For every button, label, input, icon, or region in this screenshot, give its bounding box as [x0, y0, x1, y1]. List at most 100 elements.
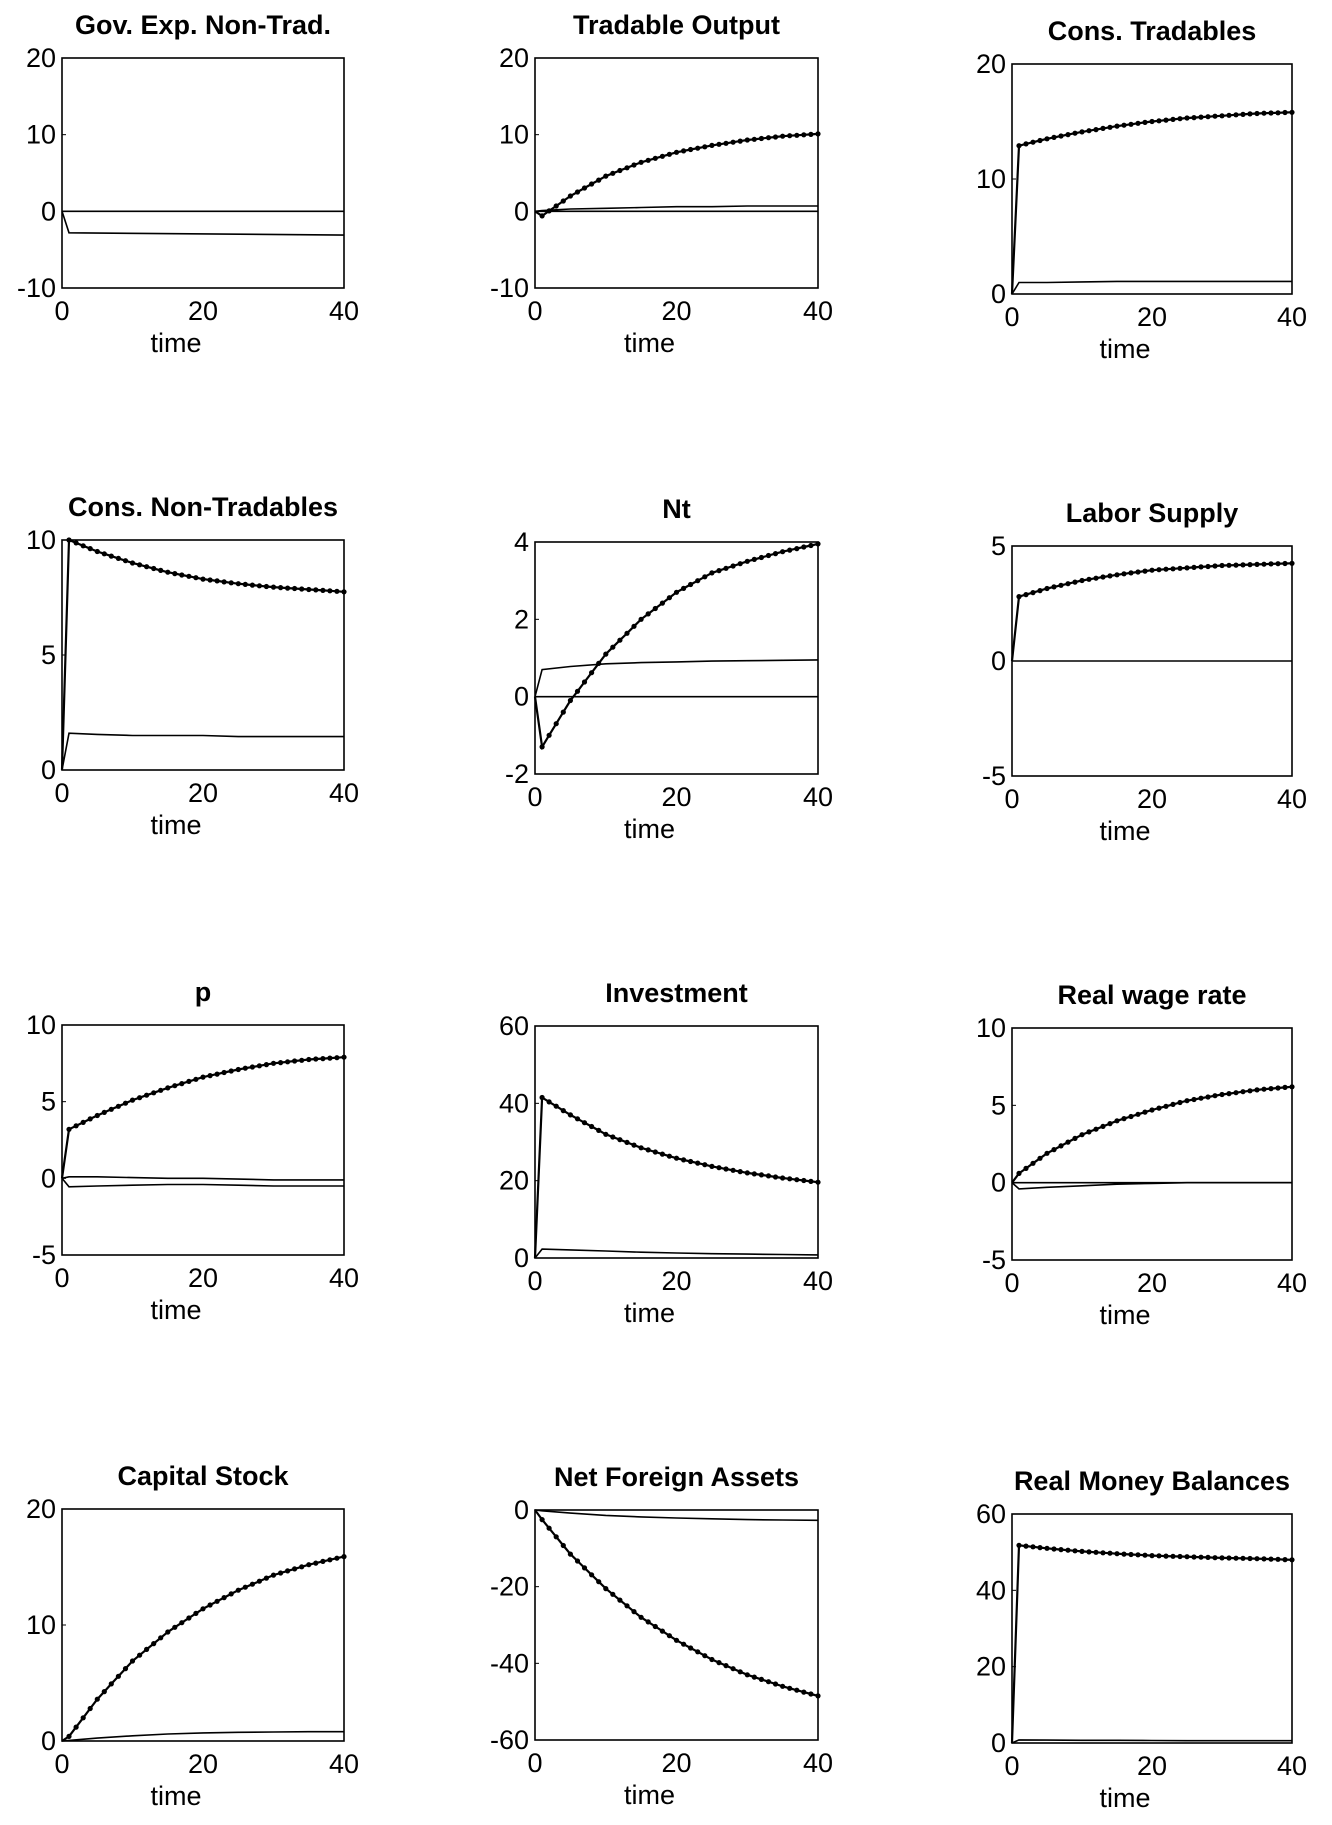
data-point [235, 581, 241, 587]
data-point [285, 585, 291, 591]
data-point [581, 1120, 588, 1126]
data-point [1156, 118, 1162, 124]
data-point [320, 587, 326, 594]
data-point [1170, 1101, 1176, 1107]
data-point [158, 1635, 164, 1641]
series-line-3 [61, 1177, 344, 1188]
x-tick-label: 0 [527, 296, 542, 326]
data-point [730, 139, 736, 145]
x-axis-label: time [150, 1295, 201, 1325]
data-point [645, 611, 651, 617]
data-point [1163, 117, 1169, 123]
data-point [242, 1065, 248, 1071]
data-point [744, 1170, 750, 1176]
panel-cons-tradables: Cons. Tradables 0 10 20 0 20 40 time [976, 16, 1307, 364]
x-tick-label: 20 [188, 778, 218, 808]
x-tick-label: 0 [54, 778, 69, 808]
data-point [1254, 1087, 1260, 1093]
data-point [1275, 1556, 1281, 1562]
data-point [716, 568, 722, 574]
data-point [292, 1566, 298, 1572]
data-point [1044, 585, 1050, 592]
data-point [256, 1063, 262, 1069]
data-point [1072, 130, 1078, 136]
data-point [1184, 115, 1190, 121]
data-point [228, 1068, 234, 1074]
x-tick-label: 20 [661, 1748, 691, 1778]
data-point [1170, 566, 1176, 572]
y-tick-label: 0 [41, 755, 56, 785]
data-point [1121, 1116, 1127, 1122]
data-point [794, 1177, 800, 1183]
data-point [772, 1174, 779, 1180]
data-point [1282, 1557, 1288, 1563]
data-point [263, 1575, 269, 1581]
data-point [341, 1554, 347, 1560]
data-point [122, 558, 129, 564]
panel-title: Real wage rate [1057, 980, 1246, 1010]
data-point [1219, 562, 1225, 569]
data-point [1023, 1165, 1029, 1171]
data-point [186, 1615, 192, 1621]
data-point [610, 1591, 616, 1597]
data-point [815, 541, 821, 547]
y-tick-label: 5 [41, 1087, 56, 1117]
data-point [1205, 1094, 1211, 1100]
data-point [702, 1653, 708, 1659]
data-point [165, 1085, 171, 1091]
data-point [1030, 1544, 1036, 1550]
data-point [341, 1054, 347, 1060]
panel-title: Real Money Balances [1014, 1466, 1290, 1496]
data-point [306, 1056, 312, 1063]
axes-frame [61, 1024, 345, 1256]
y-tick-label: 10 [26, 525, 56, 555]
data-point [115, 1673, 121, 1679]
data-point [1072, 1548, 1078, 1554]
data-point [730, 1666, 736, 1672]
data-point [1254, 561, 1260, 568]
axes-frame [534, 541, 819, 775]
data-point [631, 1609, 637, 1615]
data-point [645, 1147, 651, 1153]
data-point [1184, 1098, 1190, 1104]
y-tick-label: 20 [499, 43, 529, 73]
series-line-1 [534, 1509, 819, 1697]
data-point [115, 555, 121, 562]
data-point [1051, 134, 1057, 140]
x-tick-label: 20 [1137, 1751, 1167, 1781]
y-tick-label: 20 [26, 43, 56, 73]
x-tick-label: 20 [661, 782, 691, 812]
data-point [751, 1674, 757, 1680]
data-point [1275, 110, 1281, 116]
data-point [1100, 574, 1106, 580]
data-point [1275, 561, 1281, 567]
data-point [1058, 1547, 1064, 1553]
axes-frame [1011, 63, 1293, 295]
data-point [681, 148, 687, 154]
data-point [1058, 133, 1064, 139]
data-point [214, 1071, 220, 1077]
data-point [129, 560, 136, 566]
data-point [186, 1078, 192, 1084]
data-point [1065, 581, 1071, 587]
data-point [1177, 565, 1183, 571]
x-tick-label: 20 [188, 1749, 218, 1779]
data-point [256, 583, 262, 589]
data-point [278, 585, 284, 591]
x-tick-label: 20 [1137, 784, 1167, 814]
data-point [758, 1676, 765, 1682]
y-tick-label: -10 [17, 273, 56, 303]
data-point [730, 563, 736, 569]
data-point [1177, 1099, 1183, 1106]
y-tick-label: 10 [976, 1013, 1006, 1043]
y-tick-label: 20 [26, 1494, 56, 1524]
data-point [1212, 113, 1218, 119]
data-point [610, 1134, 616, 1140]
data-point [617, 1137, 623, 1143]
data-point [1226, 112, 1232, 118]
data-point [758, 1172, 765, 1178]
data-point [1205, 563, 1211, 570]
panel-capital-stock: Capital Stock 0 10 20 0 20 40 time [26, 1461, 359, 1811]
data-point [80, 543, 86, 549]
data-point [1058, 582, 1064, 588]
